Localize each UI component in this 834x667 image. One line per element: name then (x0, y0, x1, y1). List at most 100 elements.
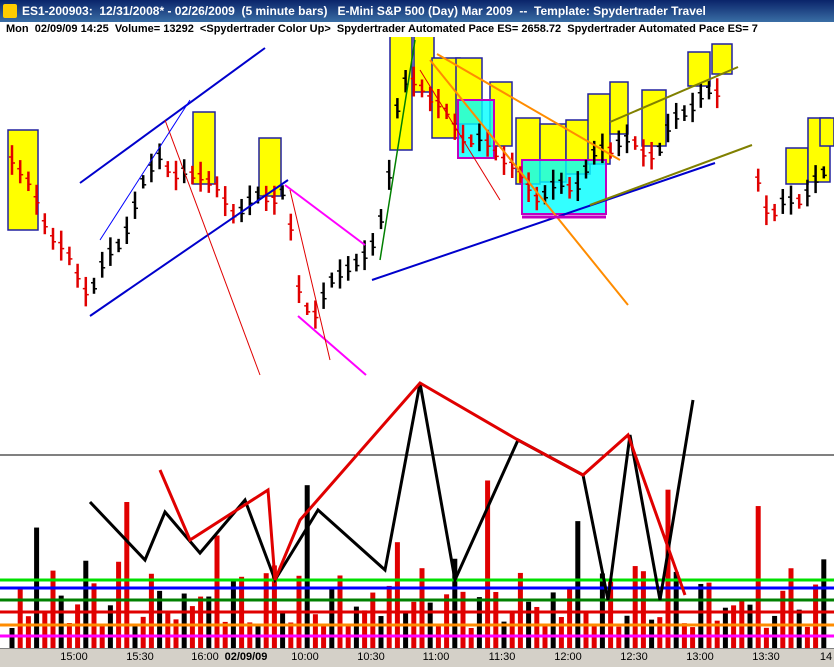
title-bar: ES1-200903: 12/31/2008* - 02/26/2009 (5 … (0, 0, 834, 22)
trend-line (429, 59, 629, 306)
time-label: 15:30 (126, 651, 154, 663)
trend-line (371, 162, 716, 281)
volume-bar (796, 609, 802, 648)
volume-bar (165, 613, 171, 648)
volume-bar (583, 613, 589, 648)
volume-bar (386, 585, 392, 648)
volume-bar (534, 606, 540, 648)
volume-bar (9, 628, 15, 648)
highlight-box (389, 37, 413, 151)
volume-bar (444, 594, 450, 648)
volume-bar (772, 615, 778, 648)
volume-bar (690, 627, 696, 648)
highlight-box (785, 147, 809, 185)
highlight-box (711, 43, 733, 75)
time-label: 11:30 (488, 651, 516, 663)
trend-line (99, 99, 191, 241)
highlight-box (609, 81, 629, 135)
info-text: Mon 02/09/09 14:25 Volume= 13292 <Spyder… (6, 23, 758, 35)
trend-line (609, 66, 739, 123)
volume-bar (517, 572, 523, 648)
highlight-box (587, 93, 611, 165)
volume-bar (419, 568, 425, 648)
volume-bar (140, 616, 146, 648)
highlight-box (192, 111, 216, 185)
volume-bar (17, 588, 23, 648)
volume-bar (181, 593, 187, 648)
volume-bar (230, 581, 236, 648)
volume-bar (476, 597, 482, 648)
volume-bar (198, 596, 204, 648)
window-title: ES1-200903: 12/31/2008* - 02/26/2009 (5 … (22, 4, 706, 18)
volume-bar (312, 614, 318, 648)
volume-bar (370, 592, 376, 648)
volume-bar (698, 583, 704, 648)
time-label: 14 (819, 651, 833, 663)
volume-bar (107, 605, 113, 648)
volume-bar (329, 589, 335, 648)
trend-line (419, 69, 501, 201)
trend-line (79, 47, 266, 184)
volume-bar (780, 590, 786, 648)
volume-bar (558, 616, 564, 648)
volume-bar (632, 566, 638, 648)
volume-bar (304, 485, 310, 648)
volume-bar (173, 619, 179, 648)
volume-bar (124, 502, 130, 648)
volume-bar (509, 610, 515, 648)
trend-line (589, 144, 753, 206)
time-label: 11:00 (422, 651, 450, 663)
volume-bar (722, 607, 728, 648)
volume-bar (550, 592, 556, 648)
volume-bar (280, 612, 286, 648)
volume-bar (58, 595, 64, 648)
volume-bar (206, 596, 212, 648)
trend-line (164, 119, 261, 376)
volume-bar (116, 561, 122, 648)
time-label: 10:00 (291, 651, 319, 663)
highlight-box (819, 117, 834, 147)
volume-bar (649, 619, 655, 648)
volume-bar (821, 559, 827, 648)
volume-bar (50, 570, 56, 648)
volume-bar (788, 568, 794, 648)
time-label: 16:00 (191, 651, 219, 663)
volume-bar (575, 521, 581, 648)
trend-line (379, 39, 416, 261)
time-label: 02/09/09 (224, 651, 268, 663)
time-label: 13:30 (752, 651, 780, 663)
highlight-box (7, 129, 39, 231)
highlight-box (413, 37, 435, 93)
volume-bar (25, 616, 31, 648)
zigzag-red (158, 381, 687, 596)
volume-bar (452, 558, 458, 648)
volume-bar (353, 606, 359, 648)
volume-bar (403, 610, 409, 648)
trend-line (284, 184, 366, 246)
trend-line (297, 315, 367, 376)
volume-bar (468, 627, 474, 648)
volume-bar (493, 591, 499, 648)
volume-bar (624, 615, 630, 648)
volume-bar (189, 606, 195, 648)
info-bar: Mon 02/09/09 14:25 Volume= 13292 <Spyder… (0, 22, 834, 37)
volume-bar (763, 627, 769, 648)
chart-area (0, 37, 834, 648)
volume-bar (157, 590, 163, 648)
time-label: 13:00 (686, 651, 714, 663)
volume-bar (706, 582, 712, 648)
volume-bar (485, 480, 491, 648)
volume-bar (813, 584, 819, 648)
volume-bar (608, 581, 614, 648)
time-axis: 15:00 15:30 16:00 02/09/09 10:00 10:30 11:00 11… (0, 648, 834, 667)
zigzag-black (88, 382, 695, 601)
volume-bar (214, 535, 220, 648)
volume-bar (714, 620, 720, 648)
volume-bar (460, 591, 466, 648)
volume-bar (271, 565, 277, 648)
volume-bar (657, 617, 663, 648)
trend-line (436, 53, 621, 161)
volume-bar (362, 610, 368, 648)
volume-bar (42, 613, 48, 648)
